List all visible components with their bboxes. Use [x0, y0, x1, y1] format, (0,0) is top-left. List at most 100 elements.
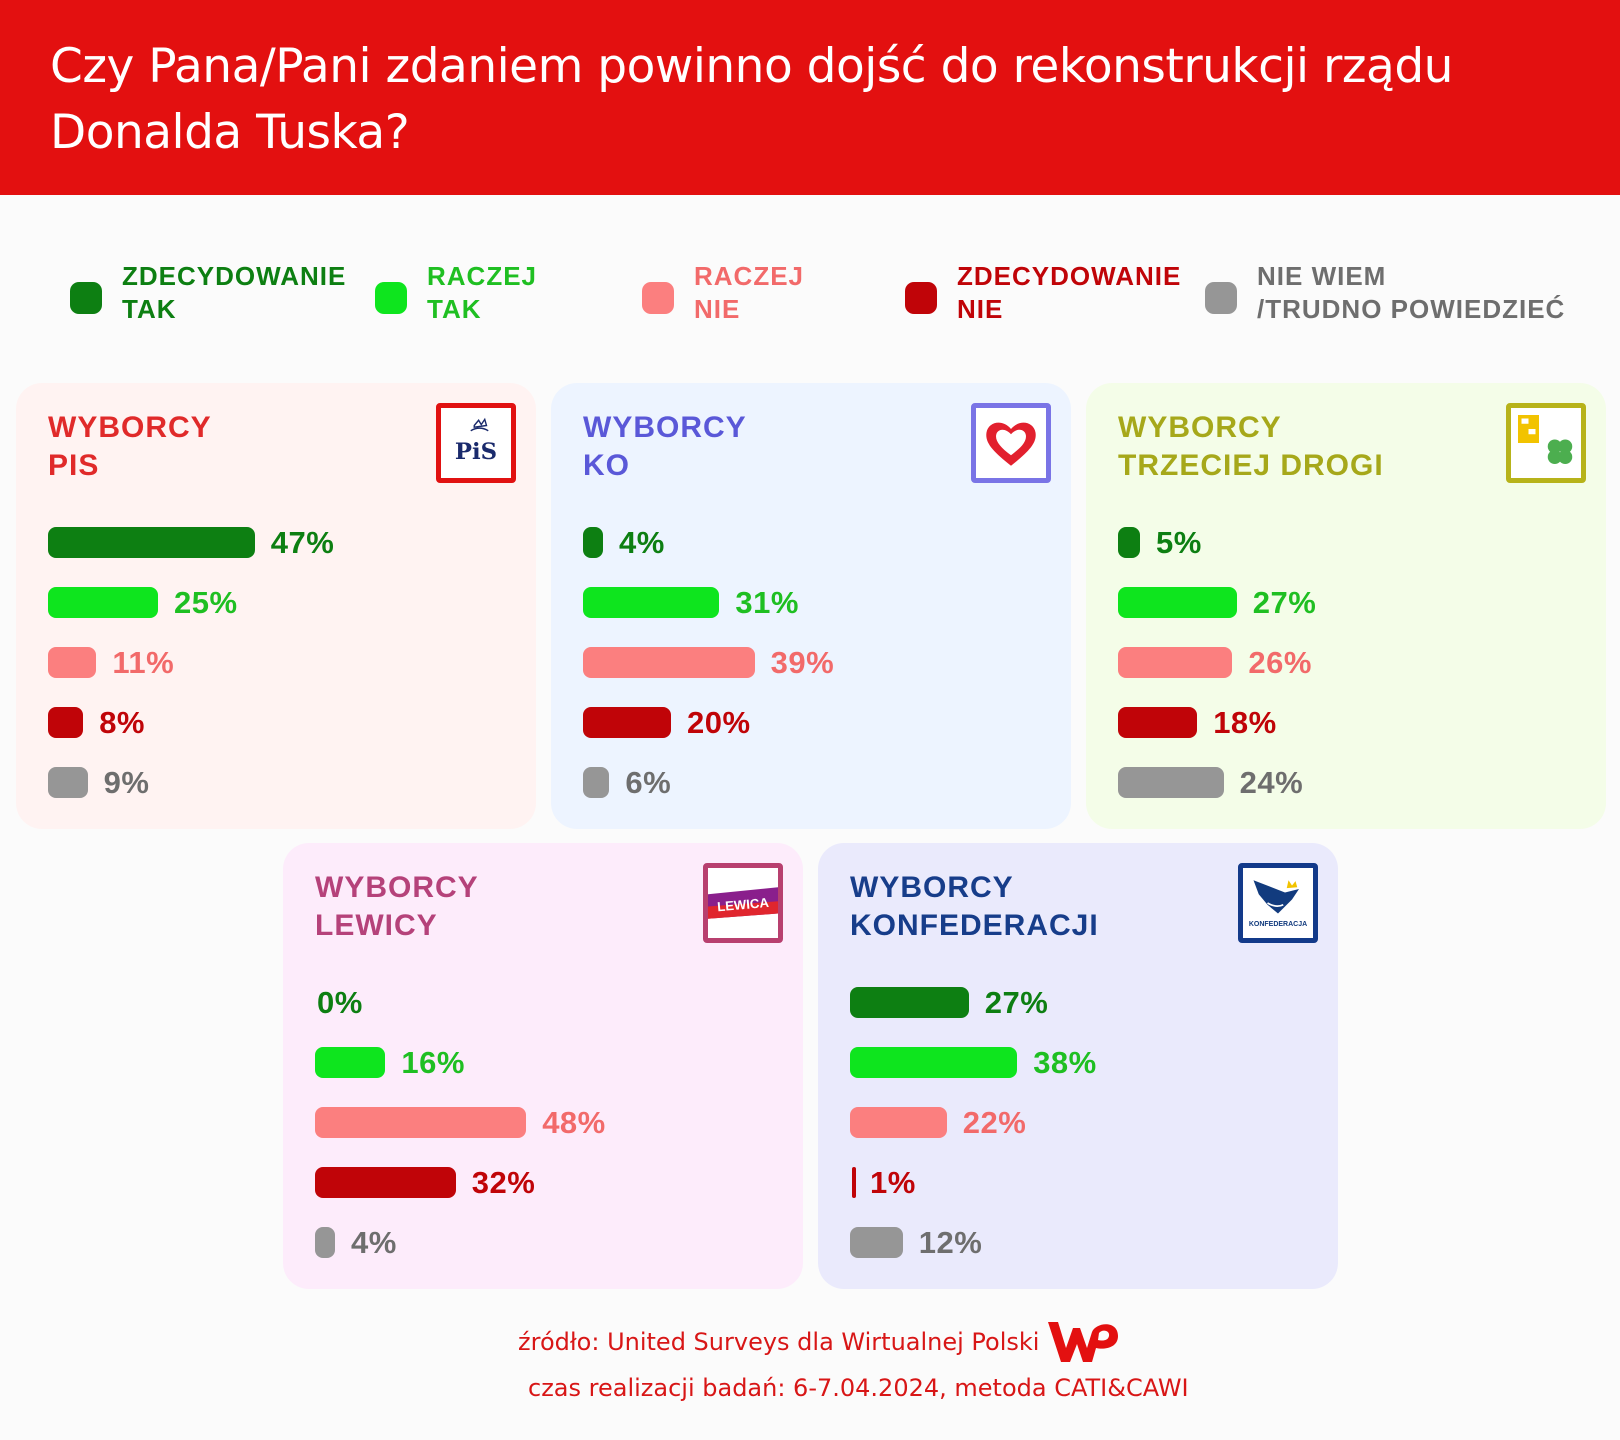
panel-title-pis: WYBORCY PIS	[48, 411, 212, 482]
bar-row: 48%	[315, 1105, 785, 1140]
bar-row: 11%	[48, 645, 518, 680]
konfederacja-logo-text: KONFEDERACJA	[1249, 921, 1307, 928]
lewica-logo-text: LEWICA	[717, 895, 770, 914]
bar	[583, 647, 755, 678]
bar-row: 4%	[315, 1225, 785, 1260]
legend-swatch-raczej-nie	[642, 282, 674, 314]
legend-label-zdecydowanie-nie: ZDECYDOWANIE NIE	[957, 261, 1182, 324]
footer-method: czas realizacji badań: 6-7.04.2024, meto…	[528, 1374, 1189, 1402]
bar	[315, 1227, 335, 1258]
bar-value-label: 24%	[1239, 765, 1304, 800]
bar	[850, 1107, 947, 1138]
panel-title-trzecia-droga: WYBORCY TRZECIEJ DROGI	[1118, 411, 1384, 482]
bar-value-label: 25%	[174, 585, 238, 620]
konfederacja-logo: KONFEDERACJA	[1238, 863, 1318, 943]
bar-value-label: 27%	[984, 985, 1049, 1020]
lewica-logo: LEWICA	[703, 863, 783, 943]
panel-konfederacja: WYBORCY KONFEDERACJI KONFEDERACJA 27% 38%…	[818, 843, 1338, 1289]
bar	[48, 707, 84, 738]
bar-value-label: 39%	[770, 645, 835, 680]
bar	[315, 1047, 386, 1078]
legend-label-zdecydowanie-tak: ZDECYDOWANIE TAK	[122, 261, 347, 324]
bar-row: 16%	[315, 1045, 785, 1080]
bar	[583, 527, 603, 558]
bar	[1118, 527, 1140, 558]
bar-row: 0%	[315, 985, 785, 1020]
bars-lewica: 0% 16% 48% 32% 4%	[315, 985, 785, 1275]
bar	[1118, 587, 1237, 618]
bar	[1118, 707, 1198, 738]
bar-row: 8%	[48, 705, 518, 740]
pis-logo-text: PiS	[455, 439, 497, 465]
ko-heart-logo	[971, 403, 1051, 483]
bar-value-label: 1%	[870, 1165, 916, 1200]
bar-value-label: 38%	[1033, 1045, 1097, 1080]
bar	[48, 587, 158, 618]
bar-value-label: 16%	[401, 1045, 465, 1080]
legend-swatch-zdecydowanie-nie	[905, 282, 937, 314]
bar-row: 12%	[850, 1225, 1320, 1260]
legend-swatch-nie-wiem	[1205, 282, 1237, 314]
legend-label-raczej-tak: RACZEJ TAK	[427, 261, 538, 324]
bar	[850, 987, 969, 1018]
bar-value-label: 8%	[99, 705, 145, 740]
bar-row: 20%	[583, 705, 1053, 740]
panel-title-konfederacja: WYBORCY KONFEDERACJI	[850, 871, 1099, 942]
bar-value-label: 26%	[1248, 645, 1312, 680]
legend-label-nie-wiem: NIE WIEM /TRUDNO POWIEDZIEĆ	[1257, 261, 1566, 324]
bar-row: 27%	[850, 985, 1320, 1020]
panel-title-ko: WYBORCY KO	[583, 411, 747, 482]
bar-row: 47%	[48, 525, 518, 560]
bar-value-label: 9%	[103, 765, 150, 800]
bar	[315, 1107, 527, 1138]
bar	[583, 767, 610, 798]
pis-logo: PiS	[436, 403, 516, 483]
bar-value-label: 0%	[317, 985, 363, 1020]
bar-row: 18%	[1118, 705, 1588, 740]
bar-value-label: 27%	[1252, 585, 1317, 620]
bar-row: 1%	[850, 1165, 1320, 1200]
bar-value-label: 22%	[962, 1105, 1027, 1140]
bars-konfederacja: 27% 38% 22% 1% 12%	[850, 985, 1320, 1275]
panel-ko: WYBORCY KO 4% 31% 39% 20% 6%	[551, 383, 1071, 829]
bars-ko: 4% 31% 39% 20% 6%	[583, 525, 1053, 815]
bar-value-label: 32%	[471, 1165, 536, 1200]
bar	[583, 587, 720, 618]
bar-value-label: 4%	[619, 525, 665, 560]
bar	[48, 647, 97, 678]
bar-value-label: 11%	[112, 645, 175, 680]
bar-row: 26%	[1118, 645, 1588, 680]
legend-swatch-zdecydowanie-tak	[70, 282, 102, 314]
bar-row: 39%	[583, 645, 1053, 680]
bar-value-label: 47%	[270, 525, 335, 560]
bar-value-label: 6%	[625, 765, 672, 800]
bars-pis: 47% 25% 11% 8% 9%	[48, 525, 518, 815]
bar	[850, 1047, 1018, 1078]
legend-swatch-raczej-tak	[375, 282, 407, 314]
bar-row: 6%	[583, 765, 1053, 800]
legend-label-raczej-nie: RACZEJ NIE	[694, 261, 805, 324]
bar	[48, 527, 255, 558]
bar	[1118, 767, 1224, 798]
legend: ZDECYDOWANIE TAK RACZEJ TAK RACZEJ NIE Z…	[0, 250, 1620, 330]
wp-logo	[1046, 1318, 1122, 1366]
bar-row: 32%	[315, 1165, 785, 1200]
panel-title-lewica: WYBORCY LEWICY	[315, 871, 479, 942]
footer-source: źródło: United Surveys dla Wirtualnej Po…	[518, 1328, 1040, 1356]
header-banner: Czy Pana/Pani zdaniem powinno dojść do r…	[0, 0, 1620, 195]
bar-row: 25%	[48, 585, 518, 620]
bar-row: 24%	[1118, 765, 1588, 800]
bar-row: 4%	[583, 525, 1053, 560]
trzecia-droga-logo	[1506, 403, 1586, 483]
chart-title: Czy Pana/Pani zdaniem powinno dojść do r…	[50, 39, 1453, 160]
bar	[852, 1167, 856, 1198]
panel-trzecia-droga: WYBORCY TRZECIEJ DROGI 5% 27% 26% 18% 24%	[1086, 383, 1606, 829]
bar-value-label: 31%	[735, 585, 799, 620]
bar-value-label: 18%	[1213, 705, 1277, 740]
bar-value-label: 48%	[542, 1105, 606, 1140]
bar-row: 9%	[48, 765, 518, 800]
bar-value-label: 20%	[687, 705, 751, 740]
bar-row: 31%	[583, 585, 1053, 620]
bar	[48, 767, 88, 798]
bar-value-label: 5%	[1156, 525, 1202, 560]
